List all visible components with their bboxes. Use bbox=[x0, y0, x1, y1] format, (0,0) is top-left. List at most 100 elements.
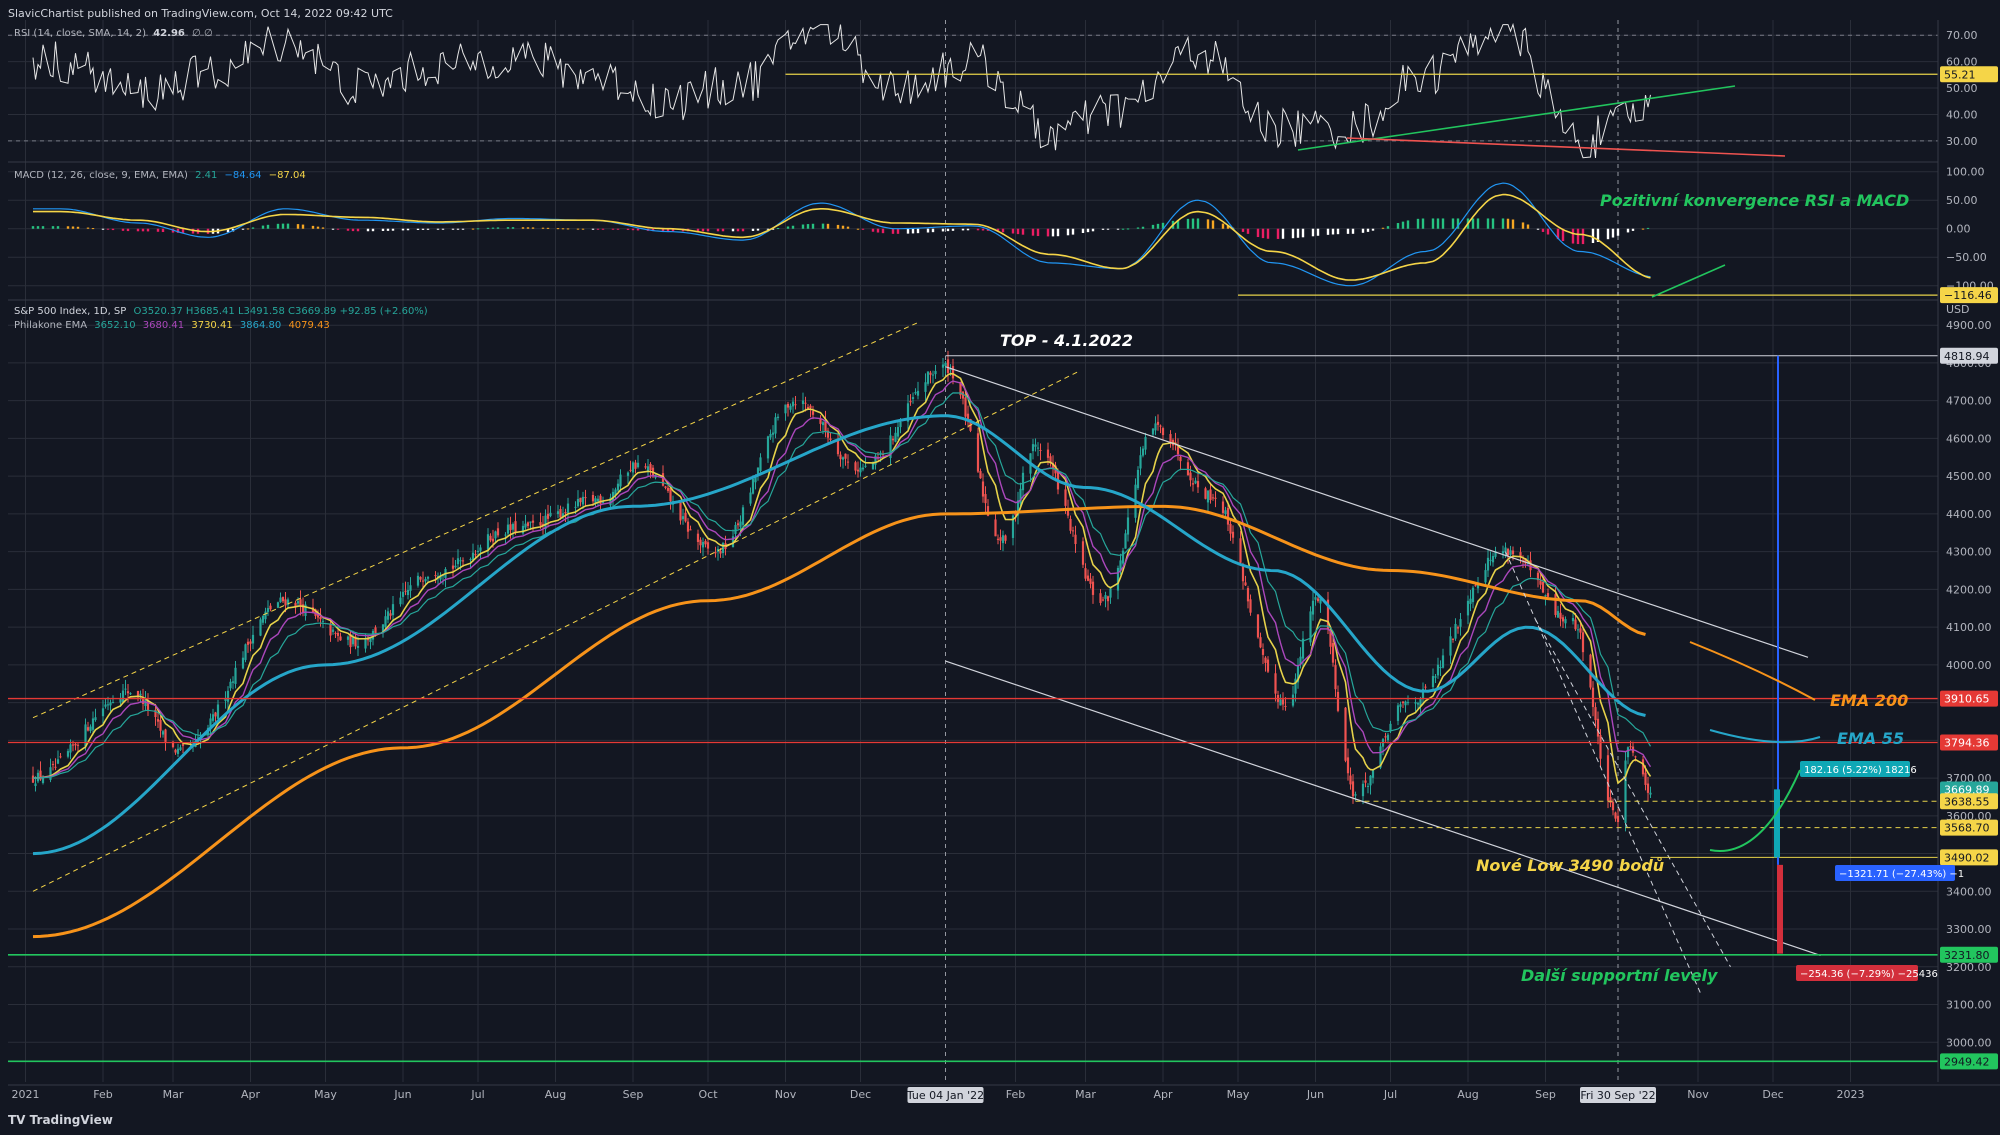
candle-body bbox=[911, 397, 915, 400]
candle-body bbox=[1624, 760, 1627, 823]
candle-body bbox=[354, 636, 357, 647]
candle-body bbox=[1396, 705, 1400, 721]
macd-hist-bar bbox=[401, 228, 405, 231]
candle-body bbox=[1626, 747, 1630, 758]
rsi-legend-value: 42.96 bbox=[153, 28, 185, 39]
candle-body bbox=[1159, 425, 1162, 427]
candle-body bbox=[489, 535, 492, 541]
candle-body bbox=[1456, 627, 1460, 629]
macd-hist-bar bbox=[651, 228, 655, 232]
candle-body bbox=[1351, 781, 1355, 797]
candle-body bbox=[369, 637, 372, 643]
candle-body bbox=[719, 550, 722, 554]
macd-hist-bar bbox=[1581, 228, 1585, 245]
macd-hist-bar bbox=[1161, 222, 1165, 229]
candle-body bbox=[689, 529, 692, 531]
candle-body bbox=[381, 624, 385, 633]
candle-body bbox=[1469, 598, 1472, 604]
macd-hist-bar bbox=[871, 228, 875, 232]
candle-body bbox=[281, 596, 285, 602]
candle-body bbox=[124, 688, 127, 690]
candle-body bbox=[1291, 694, 1295, 706]
macd-hist-bar bbox=[666, 228, 670, 232]
candle-body bbox=[664, 486, 667, 488]
candle-body bbox=[339, 636, 342, 641]
candle-body bbox=[1344, 707, 1347, 761]
ema-legend-v2: 3730.41 bbox=[191, 320, 233, 331]
macd-hist-bar bbox=[601, 228, 605, 230]
macd-panel[interactable] bbox=[31, 182, 1938, 296]
macd-hist-bar bbox=[1066, 228, 1070, 236]
price-tick-2: 3200.00 bbox=[1946, 961, 1992, 974]
macd-hist-bar bbox=[1641, 228, 1645, 230]
macd-hist-bar bbox=[736, 228, 740, 232]
candle-body bbox=[104, 704, 107, 707]
candle-body bbox=[944, 362, 947, 366]
candle-body bbox=[451, 565, 455, 569]
candle-body bbox=[1274, 673, 1277, 694]
macd-hist-bar bbox=[331, 228, 335, 230]
ema-legend-v4: 4079.43 bbox=[288, 320, 330, 331]
ema-legend-v3: 3864.80 bbox=[239, 320, 282, 331]
candle-body bbox=[1066, 507, 1070, 516]
candle-body bbox=[856, 469, 860, 472]
candle-body bbox=[684, 512, 687, 522]
candle-body bbox=[1019, 488, 1022, 504]
macd-hist-bar bbox=[281, 223, 285, 229]
macd-hist-bar bbox=[121, 228, 125, 231]
rsi-line bbox=[32, 22, 1651, 159]
price-axis[interactable]: 3000.003100.003200.003300.003400.003500.… bbox=[8, 20, 2000, 1103]
candle-body bbox=[1209, 489, 1212, 501]
candle-body bbox=[1564, 619, 1567, 624]
candle-body bbox=[1011, 515, 1015, 538]
publisher-line: SlavicChartist published on TradingView.… bbox=[8, 7, 393, 20]
macd-arrow-up bbox=[1651, 264, 1726, 298]
candle-body bbox=[1349, 775, 1352, 785]
candle-body bbox=[951, 366, 955, 379]
macd-hist-bar bbox=[1606, 228, 1610, 240]
macd-hist-bar bbox=[1036, 228, 1040, 237]
macd-hist-bar bbox=[1561, 228, 1565, 242]
candle-body bbox=[141, 697, 145, 704]
candle-body bbox=[31, 775, 35, 783]
candle-body bbox=[701, 541, 705, 548]
macd-hist-bar bbox=[1056, 228, 1060, 237]
rsi-panel[interactable] bbox=[32, 22, 1938, 159]
candle-body bbox=[319, 617, 322, 620]
macd-hist-bar bbox=[511, 227, 515, 229]
candle-body bbox=[164, 729, 167, 742]
candle-body bbox=[806, 406, 810, 409]
candle-body bbox=[454, 565, 457, 568]
candle-body bbox=[1014, 512, 1017, 516]
candle-body bbox=[89, 726, 92, 732]
candle-body bbox=[1546, 593, 1550, 597]
price-panel[interactable] bbox=[31, 350, 1652, 939]
macd-hist-bar bbox=[811, 223, 815, 229]
macd-hist-bar bbox=[706, 228, 710, 232]
candle-body bbox=[1369, 775, 1372, 786]
candle-body bbox=[526, 522, 530, 526]
macd-hist-bar bbox=[846, 226, 850, 229]
candle-body bbox=[1509, 550, 1512, 555]
price-tick-11: 4100.00 bbox=[1946, 621, 1992, 634]
candle-body bbox=[909, 400, 912, 403]
tradingview-brand[interactable]: 𝗧𝗩 TradingView bbox=[8, 1113, 113, 1127]
candle-body bbox=[1034, 444, 1037, 447]
candle-body bbox=[1104, 595, 1107, 599]
candle-body bbox=[559, 509, 562, 518]
macd-hist-bar bbox=[346, 228, 350, 231]
candle-body bbox=[1616, 815, 1620, 823]
macd-hist-bar bbox=[1441, 218, 1445, 229]
candle-body bbox=[546, 513, 550, 519]
candle-body bbox=[846, 461, 850, 463]
candle-body bbox=[1366, 785, 1370, 787]
candle-body bbox=[1596, 718, 1600, 737]
price-tick-0: 3000.00 bbox=[1946, 1036, 1992, 1049]
candle-body bbox=[316, 613, 320, 618]
macd-hist-bar bbox=[1366, 228, 1370, 232]
candle-body bbox=[924, 382, 927, 392]
candle-body bbox=[69, 744, 72, 753]
macd-hist-bar bbox=[296, 224, 300, 229]
candle-body bbox=[424, 578, 427, 582]
